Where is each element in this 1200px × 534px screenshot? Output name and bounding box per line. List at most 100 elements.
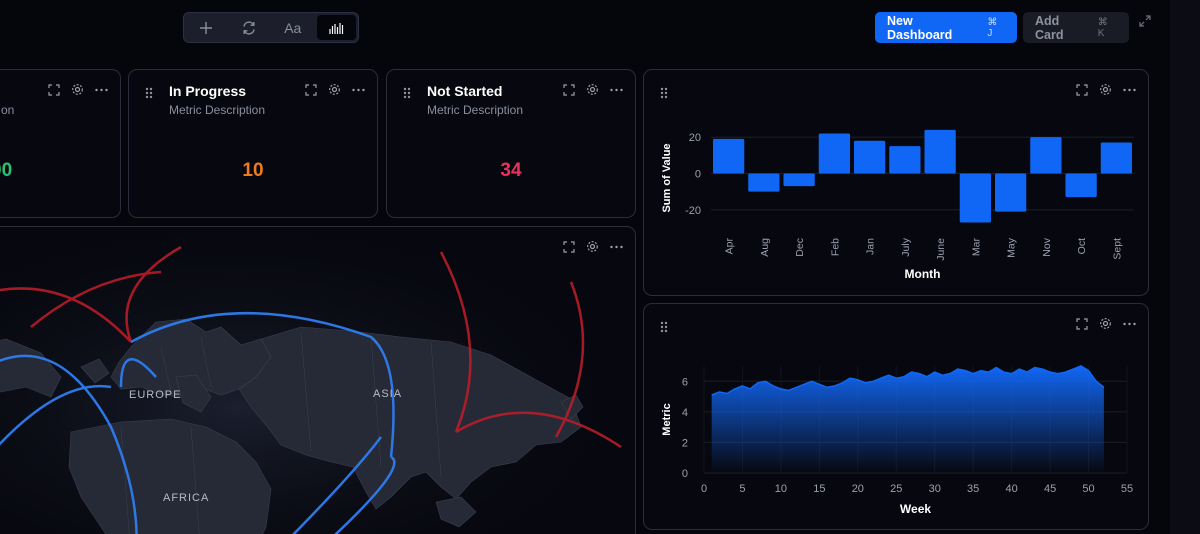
land-west bbox=[0, 338, 110, 398]
drag-handle-icon[interactable] bbox=[660, 87, 668, 99]
bar bbox=[748, 173, 780, 192]
x-tick-label: 10 bbox=[775, 483, 787, 495]
x-tick-label: 50 bbox=[1082, 483, 1094, 495]
x-tick-label: May bbox=[1006, 237, 1018, 258]
y-tick-label: 20 bbox=[689, 132, 701, 144]
land-asia bbox=[238, 326, 584, 528]
card-tools bbox=[48, 83, 108, 96]
map-label-europe: EUROPE bbox=[129, 389, 182, 401]
text-icon-glyph: Aa bbox=[284, 19, 302, 36]
drag-handle-icon[interactable] bbox=[145, 87, 153, 99]
chart-bars-icon[interactable] bbox=[316, 15, 356, 40]
blue-arcs bbox=[0, 312, 396, 534]
y-tick-label: 0 bbox=[682, 468, 688, 480]
world-map[interactable] bbox=[0, 227, 636, 534]
drag-handle-icon[interactable] bbox=[660, 321, 668, 333]
new-dashboard-button[interactable]: New Dashboard ⌘ J bbox=[875, 12, 1017, 43]
metric-card-in-progress: In Progress Metric Description 10 bbox=[128, 69, 378, 218]
y-tick-label: 6 bbox=[682, 376, 688, 388]
bar bbox=[783, 173, 815, 187]
add-card-button[interactable]: Add Card ⌘ K bbox=[1023, 12, 1129, 43]
more-icon[interactable] bbox=[95, 88, 108, 92]
text-icon[interactable]: Aa bbox=[273, 15, 313, 40]
bar bbox=[889, 146, 921, 174]
y-tick-label: 4 bbox=[682, 407, 688, 419]
x-tick-label: 25 bbox=[890, 483, 902, 495]
expand-icon[interactable] bbox=[563, 83, 575, 96]
settings-icon[interactable] bbox=[328, 83, 341, 96]
map-label-asia: ASIA bbox=[373, 388, 403, 400]
y-tick-label: 0 bbox=[695, 168, 701, 180]
x-tick-label: Apr bbox=[724, 238, 736, 255]
expand-icon[interactable] bbox=[1076, 83, 1088, 96]
drag-handle-icon[interactable] bbox=[403, 87, 411, 99]
x-tick-label: 0 bbox=[701, 483, 707, 495]
metric-title: In Progress bbox=[169, 83, 247, 99]
more-icon[interactable] bbox=[352, 88, 365, 92]
x-axis-title: Month bbox=[905, 267, 941, 281]
bar bbox=[959, 173, 991, 223]
bar bbox=[1030, 137, 1062, 174]
metric-value: 00 bbox=[0, 160, 13, 181]
x-tick-label: 5 bbox=[739, 483, 745, 495]
bar bbox=[924, 129, 956, 174]
x-tick-label: Oct bbox=[1076, 238, 1088, 254]
x-tick-label: 55 bbox=[1121, 483, 1133, 495]
x-tick-label: June bbox=[935, 238, 947, 261]
x-tick-label: Jan bbox=[865, 238, 877, 255]
card-tools bbox=[305, 83, 365, 96]
x-tick-label: 30 bbox=[929, 483, 941, 495]
expand-icon[interactable] bbox=[48, 83, 60, 96]
x-tick-label: 15 bbox=[813, 483, 825, 495]
bar bbox=[818, 133, 850, 174]
bar-chart-card: 20 0 -20 Apr Aug Dec Feb Jan July June Mar May Nov Oc… bbox=[643, 69, 1149, 296]
x-tick-label: Aug bbox=[759, 238, 771, 257]
expand-icon[interactable] bbox=[1076, 317, 1088, 330]
settings-icon[interactable] bbox=[1099, 317, 1112, 330]
bar-chart[interactable]: 20 0 -20 Apr Aug Dec Feb Jan July June Mar May Nov Oc… bbox=[644, 70, 1149, 296]
x-tick-label: Nov bbox=[1041, 237, 1053, 256]
card-tools bbox=[563, 83, 623, 96]
more-icon[interactable] bbox=[610, 88, 623, 92]
settings-icon[interactable] bbox=[586, 83, 599, 96]
bar bbox=[1100, 142, 1132, 174]
settings-icon[interactable] bbox=[71, 83, 84, 96]
new-dashboard-shortcut: ⌘ J bbox=[987, 16, 998, 39]
view-toolbar: Aa bbox=[183, 12, 359, 43]
area-series bbox=[711, 366, 1104, 473]
bar bbox=[1065, 173, 1097, 198]
bar bbox=[995, 173, 1027, 212]
more-icon[interactable] bbox=[1123, 322, 1136, 326]
x-axis-title: Week bbox=[900, 502, 931, 516]
settings-icon[interactable] bbox=[1099, 83, 1112, 96]
more-icon[interactable] bbox=[1123, 88, 1136, 92]
metric-card-not-started: Not Started Metric Description 34 bbox=[386, 69, 636, 218]
metric-title: Not Started bbox=[427, 83, 503, 99]
x-tick-label: 40 bbox=[1006, 483, 1018, 495]
fullscreen-icon[interactable] bbox=[1138, 14, 1152, 28]
scrollbar-track[interactable] bbox=[1170, 0, 1200, 534]
x-tick-label: Mar bbox=[970, 238, 982, 257]
metric-card-completed: on 00 bbox=[0, 69, 121, 218]
area-chart-card: 0 2 4 6 0 5 10 15 20 25 30 35 40 45 50 55 Week Metric bbox=[643, 303, 1149, 530]
card-tools bbox=[1076, 317, 1136, 330]
map-card: EUROPE ASIA AFRICA bbox=[0, 226, 636, 534]
card-tools bbox=[1076, 83, 1136, 96]
bar bbox=[713, 138, 745, 174]
red-arcs bbox=[0, 245, 622, 449]
metric-desc: on bbox=[1, 103, 15, 117]
y-tick-label: 2 bbox=[682, 437, 688, 449]
y-axis-title: Metric bbox=[661, 403, 673, 435]
add-card-shortcut: ⌘ K bbox=[1097, 16, 1108, 39]
add-card-label: Add Card bbox=[1035, 13, 1064, 42]
add-icon[interactable] bbox=[186, 15, 226, 40]
refresh-icon[interactable] bbox=[230, 15, 270, 40]
y-tick-label: -20 bbox=[685, 205, 701, 217]
x-tick-label: Sept bbox=[1111, 238, 1123, 260]
expand-icon[interactable] bbox=[305, 83, 317, 96]
area-chart[interactable]: 0 2 4 6 0 5 10 15 20 25 30 35 40 45 50 55 Week Metric bbox=[644, 304, 1149, 530]
metric-desc: Metric Description bbox=[169, 103, 266, 117]
new-dashboard-label: New Dashboard bbox=[887, 13, 953, 42]
bar bbox=[854, 140, 886, 174]
area-line bbox=[711, 365, 1105, 396]
